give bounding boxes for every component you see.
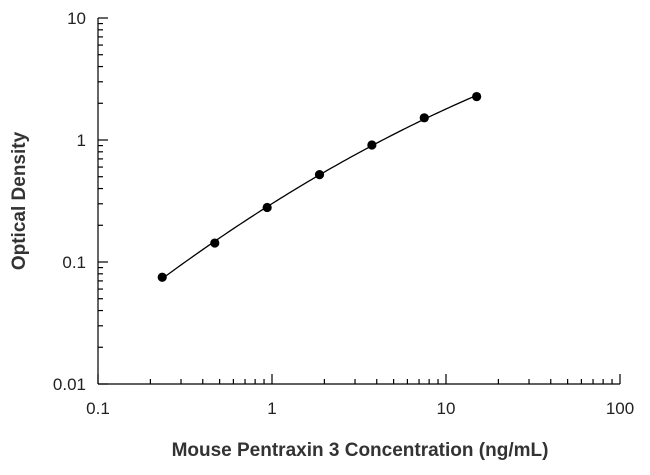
data-points bbox=[157, 91, 482, 282]
data-point bbox=[262, 202, 272, 213]
x-tick-label: 10 bbox=[437, 399, 456, 418]
y-tick-label: 0.1 bbox=[62, 253, 86, 272]
fit-curve bbox=[161, 94, 477, 280]
y-axis-title: Optical Density bbox=[9, 131, 30, 270]
y-tick-label: 10 bbox=[67, 9, 86, 28]
data-point bbox=[210, 238, 220, 248]
data-point bbox=[419, 113, 429, 123]
data-point bbox=[157, 272, 167, 282]
y-tick-label: 1 bbox=[77, 131, 86, 150]
data-point bbox=[314, 170, 325, 180]
y-tick-label: 0.01 bbox=[53, 375, 86, 394]
fit-curve-group bbox=[161, 94, 477, 280]
data-point bbox=[367, 140, 377, 150]
x-axis-title: Mouse Pentraxin 3 Concentration (ng/mL) bbox=[172, 440, 549, 461]
x-tick-label: 1 bbox=[267, 399, 276, 418]
x-tick-label: 0.1 bbox=[86, 399, 110, 418]
data-point bbox=[472, 91, 482, 102]
x-tick-label: 100 bbox=[606, 399, 634, 418]
